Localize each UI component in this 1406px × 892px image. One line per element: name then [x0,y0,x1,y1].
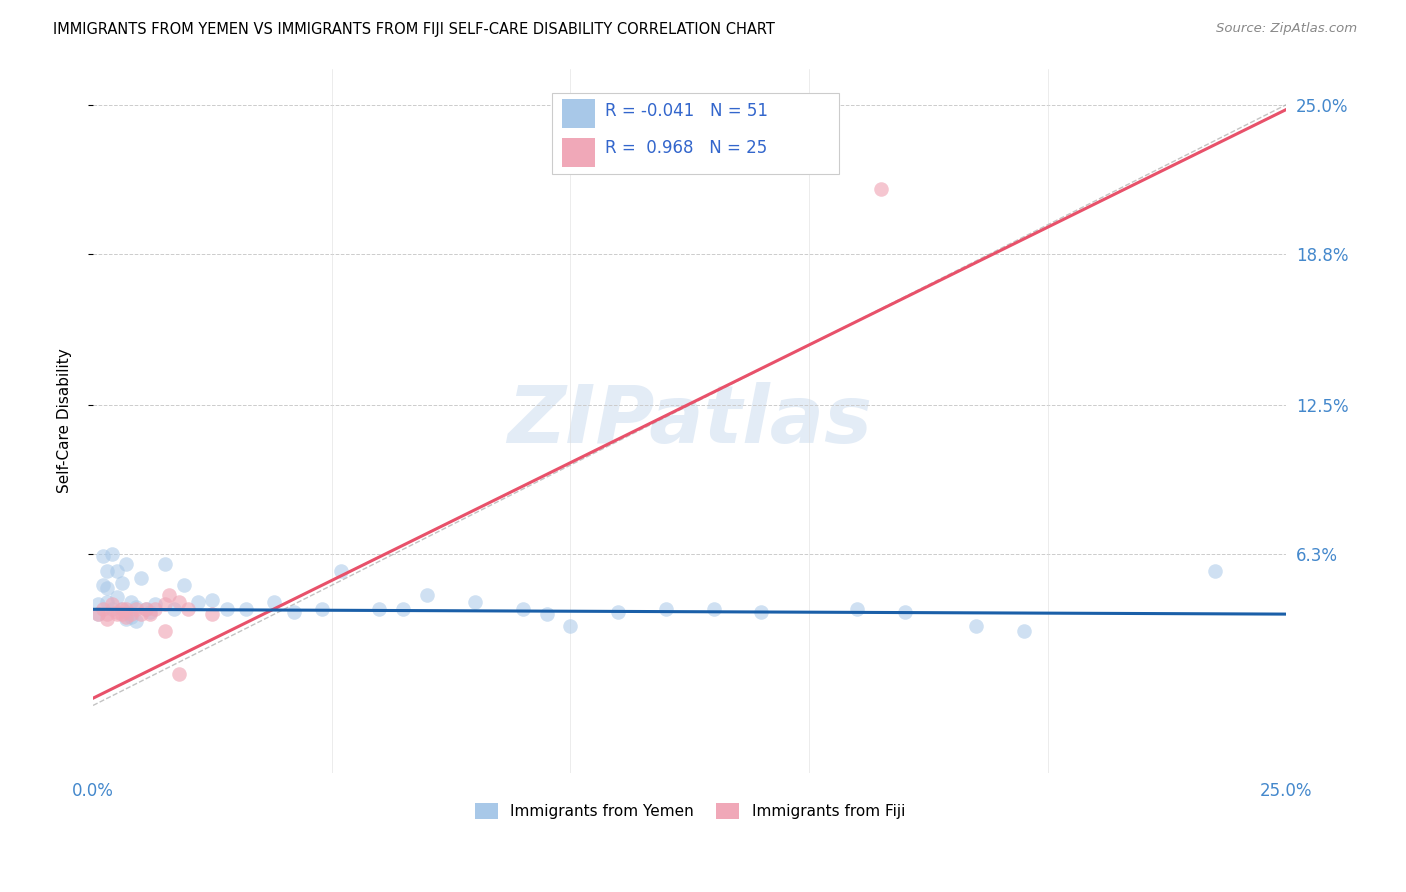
Point [167,595,190,609]
Point [173,578,195,592]
Point [416,588,439,602]
Point [96,581,118,595]
Point [129,571,152,585]
Point [235,602,257,616]
Point [115,609,138,624]
Point [330,564,353,578]
Point [111,602,134,616]
Point [177,602,200,616]
Point [143,598,166,612]
Point [91,578,114,592]
Point [96,612,118,626]
Point [464,595,486,609]
Text: Source: ZipAtlas.com: Source: ZipAtlas.com [1216,22,1357,36]
FancyBboxPatch shape [562,99,596,128]
Point [105,564,128,578]
Point [1012,624,1035,638]
Point [87,607,110,621]
Point [111,575,134,590]
Point [91,549,114,564]
Point [129,607,152,621]
Point [153,624,176,638]
Point [512,602,534,616]
Point [153,557,176,571]
Point [111,607,134,621]
Point [167,667,190,681]
Point [157,588,180,602]
Point [965,619,987,633]
Point [153,598,176,612]
Point [283,605,305,619]
Point [115,557,138,571]
Point [91,602,114,616]
Point [87,607,110,621]
Text: ZIPatlas: ZIPatlas [508,382,872,459]
Point [115,605,138,619]
Text: R =  0.968   N = 25: R = 0.968 N = 25 [605,139,768,157]
Y-axis label: Self-Care Disability: Self-Care Disability [58,348,72,493]
Point [893,605,915,619]
Point [96,595,118,609]
Point [215,602,238,616]
Point [392,602,415,616]
Text: R = -0.041   N = 51: R = -0.041 N = 51 [605,102,768,120]
Point [111,602,134,616]
Point [115,612,138,626]
Point [163,602,186,616]
Point [139,607,162,621]
Point [607,605,630,619]
Point [120,607,142,621]
Point [96,607,118,621]
Point [263,595,285,609]
Point [536,607,558,621]
Point [143,602,166,616]
Point [869,182,891,196]
Point [1204,564,1226,578]
Point [201,607,224,621]
Point [105,605,128,619]
Point [125,602,148,616]
Point [87,598,110,612]
Point [101,598,124,612]
Point [703,602,725,616]
Point [125,615,148,629]
Point [201,592,224,607]
Point [120,595,142,609]
Point [139,605,162,619]
Point [655,602,678,616]
Point [187,595,209,609]
Point [311,602,333,616]
Point [135,602,157,616]
Point [101,602,124,616]
Point [368,602,391,616]
Legend: Immigrants from Yemen, Immigrants from Fiji: Immigrants from Yemen, Immigrants from F… [468,797,911,825]
FancyBboxPatch shape [553,93,839,174]
Point [120,609,142,624]
Point [751,605,773,619]
Point [135,602,157,616]
Point [845,602,868,616]
Point [125,599,148,614]
Point [101,547,124,561]
Point [96,564,118,578]
FancyBboxPatch shape [562,137,596,167]
Point [105,591,128,605]
Point [115,602,138,616]
Point [105,607,128,621]
Point [560,619,582,633]
Text: IMMIGRANTS FROM YEMEN VS IMMIGRANTS FROM FIJI SELF-CARE DISABILITY CORRELATION C: IMMIGRANTS FROM YEMEN VS IMMIGRANTS FROM… [53,22,775,37]
